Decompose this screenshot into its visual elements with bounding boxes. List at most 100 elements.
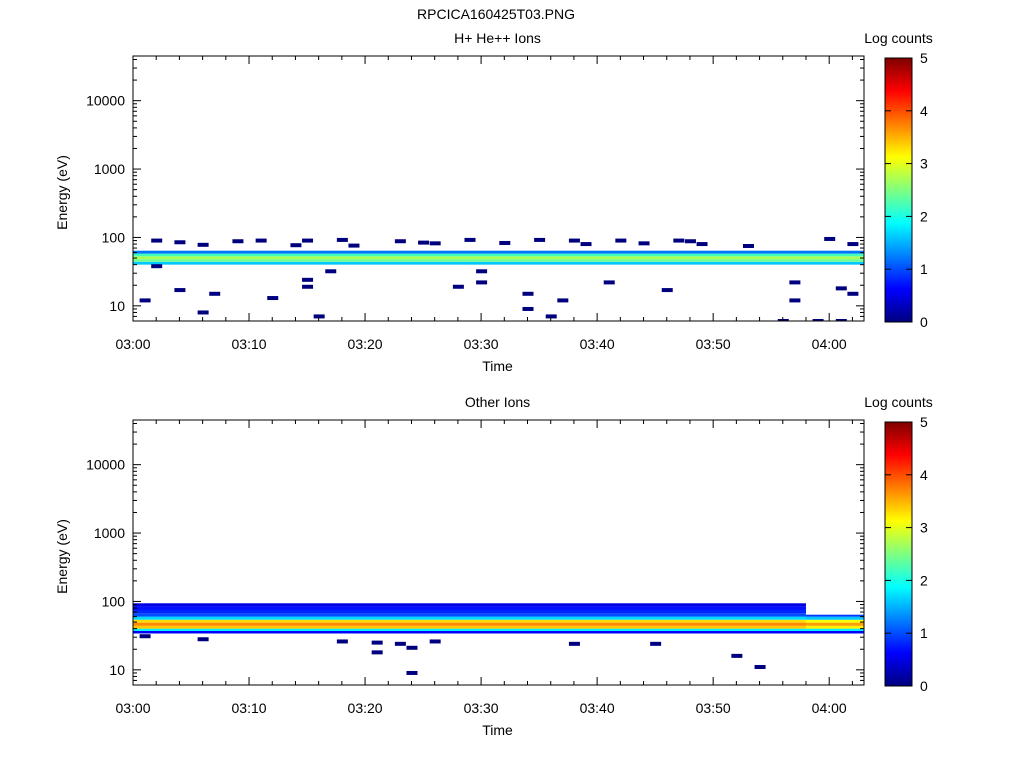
colorbar-tick-label: 0 [920,314,928,330]
heatmap-data [133,603,864,675]
count-cell [476,269,488,274]
heatmap-data [133,236,864,321]
tail-band-5 [805,619,864,623]
energy-band-6 [133,616,806,620]
count-cell [255,238,267,243]
panel-title: Other Ions [465,394,530,410]
count-cell [406,645,418,650]
count-cell [499,240,511,245]
colorbar-label: Log counts [864,30,933,46]
x-tick-label: 03:10 [232,336,267,352]
count-cell [847,242,859,247]
tail-band-7 [805,614,864,617]
count-cell [789,298,801,303]
count-cell [394,641,406,646]
y-tick-label: 1000 [94,525,125,541]
count-cell [534,237,546,242]
energy-band-5 [133,250,864,254]
y-tick-label: 1000 [94,161,125,177]
energy-band-1 [133,630,806,634]
colorbar-tick-label: 2 [920,572,928,588]
count-cell [325,269,337,274]
x-tick-label: 04:00 [812,700,847,716]
colorbar [884,421,913,687]
count-cell [545,314,557,319]
count-cell [429,639,441,644]
colorbar-tick-label: 3 [920,520,928,536]
count-cell [835,286,847,291]
panel-2: Other Ions 03:00 03:10 03:20 03:30 03:40 03:50… [54,394,933,738]
x-tick-label: 03:20 [348,700,383,716]
count-cell [684,239,696,244]
x-tick-label: 03:30 [464,336,499,352]
count-cell [522,291,534,296]
count-cell [139,634,151,639]
colorbar-tick-label: 4 [920,467,928,483]
count-cell [731,653,743,658]
count-cell [615,238,627,243]
colorbar-tick-label: 5 [920,50,928,66]
tail-band-4 [805,622,864,626]
count-cell [789,280,801,285]
y-axis-label: Energy (eV) [54,519,70,594]
count-cell [696,242,708,247]
energy-band-9 [133,606,806,610]
y-tick-label: 10000 [86,93,125,109]
panel-title: H+ He++ Ions [454,30,541,46]
count-cell [267,296,279,301]
energy-band-2 [133,259,864,262]
energy-band-3 [133,256,864,260]
colorbar-tick-label: 5 [920,414,928,430]
tail-band-1 [805,630,864,634]
energy-band-10 [133,603,806,607]
energy-band-1 [133,261,864,265]
count-cell [847,291,859,296]
count-cell [336,237,348,242]
y-tick-label: 100 [102,593,126,609]
count-cell [336,639,348,644]
plot-frame [132,55,865,322]
count-cell [673,238,685,243]
energy-band-7 [133,613,806,617]
count-cell [557,298,569,303]
energy-band-3 [133,625,806,629]
x-tick-label: 03:00 [115,700,150,716]
x-tick-label: 03:30 [464,700,499,716]
energy-band-8 [133,609,806,614]
count-cell [568,641,580,646]
tail-band-6 [805,616,864,620]
count-cell [313,314,325,319]
tail-band-2 [805,628,864,631]
tail-band-3 [805,625,864,629]
colorbar-tick-label: 0 [920,678,928,694]
count-cell [232,239,244,244]
count-cell [522,306,534,311]
colorbar-tick-label: 4 [920,103,928,119]
x-tick-label: 04:00 [812,336,847,352]
count-cell [603,280,615,285]
colorbar-label: Log counts [864,394,933,410]
y-tick-label: 10 [109,298,125,314]
colorbar-tick-label: 1 [920,261,928,277]
energy-band-5 [133,619,806,623]
count-cell [302,277,314,282]
count-cell [476,280,488,285]
count-cell [835,319,847,321]
count-cell [638,241,650,246]
count-cell [812,319,824,321]
figure-title: RPCICA160425T03.PNG [417,6,575,22]
count-cell [824,236,836,241]
colorbar [884,57,913,323]
y-axis-label: Energy (eV) [54,155,70,230]
count-cell [371,640,383,645]
count-cell [568,238,580,243]
colorbar-tick-label: 3 [920,156,928,172]
count-cell [754,664,766,669]
colorbar-tick-label: 1 [920,625,928,641]
count-cell [406,670,418,675]
x-axis-label: Time [482,722,513,738]
count-cell [464,237,476,242]
energy-band-2 [133,628,806,631]
energy-band-4 [133,253,864,257]
